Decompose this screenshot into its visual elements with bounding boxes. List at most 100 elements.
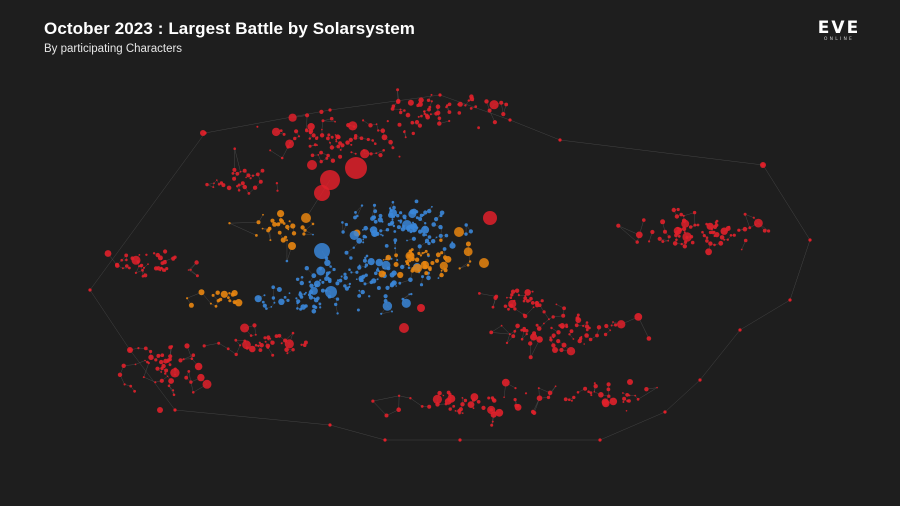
solarsystem-node [524, 289, 531, 296]
solarsystem-node [366, 137, 370, 142]
stargate-edge [559, 139, 764, 166]
stargate-edge [229, 222, 257, 236]
solarsystem-node [414, 199, 419, 204]
solarsystem-node [127, 266, 131, 270]
solarsystem-node [531, 290, 534, 293]
solarsystem-node [162, 260, 167, 265]
solarsystem-node [249, 177, 252, 180]
map-subtitle: By participating Characters [44, 43, 183, 55]
solarsystem-node [425, 234, 427, 236]
solarsystem-node [412, 263, 422, 273]
solarsystem-node [263, 294, 266, 297]
solarsystem-node [435, 252, 441, 258]
solarsystem-node [246, 173, 251, 178]
solarsystem-node [449, 242, 456, 249]
solarsystem-node [189, 268, 192, 271]
solarsystem-node [125, 258, 128, 262]
solarsystem-node [353, 215, 357, 220]
solarsystem-node [593, 391, 596, 393]
solarsystem-node [141, 268, 144, 272]
solarsystem-node [239, 344, 242, 347]
solarsystem-node [520, 328, 524, 332]
stargate-edge [270, 150, 283, 159]
solarsystem-node [296, 299, 301, 304]
solarsystem-node [202, 344, 206, 348]
solarsystem-node [255, 234, 258, 237]
solarsystem-node [143, 346, 148, 351]
solarsystem-node [399, 108, 402, 111]
solarsystem-node [556, 339, 561, 344]
solarsystem-node [481, 405, 486, 410]
stargate-edge [306, 115, 308, 130]
solarsystem-node [431, 222, 437, 227]
solarsystem-node [609, 397, 618, 406]
solarsystem-node [457, 111, 462, 115]
solarsystem-node [788, 298, 792, 302]
stargate-edge [637, 387, 658, 400]
solarsystem-node [442, 247, 447, 251]
solarsystem-node [168, 345, 173, 350]
solarsystem-node [663, 410, 667, 414]
solarsystem-node [375, 152, 378, 155]
solarsystem-node [667, 239, 670, 242]
solarsystem-node [748, 226, 752, 230]
solarsystem-node [566, 347, 576, 356]
solarsystem-node [714, 232, 720, 238]
solarsystem-node [165, 267, 169, 271]
solarsystem-node [537, 387, 540, 390]
solarsystem-node [276, 222, 281, 227]
solarsystem-node [513, 307, 517, 311]
solarsystem-node [358, 275, 364, 281]
solarsystem-node [335, 134, 341, 139]
solarsystem-node [464, 232, 468, 236]
solarsystem-node [705, 239, 709, 243]
solarsystem-node [576, 391, 580, 394]
solarsystem-node [371, 278, 377, 284]
solarsystem-node [313, 297, 319, 303]
solarsystem-node [732, 233, 736, 237]
solarsystem-node [417, 251, 421, 256]
solarsystem-node [283, 295, 287, 299]
stargate-edge [329, 94, 441, 111]
solarsystem-node [432, 394, 442, 404]
solarsystem-node [672, 241, 678, 246]
solarsystem-node [430, 100, 433, 103]
solarsystem-node [172, 389, 175, 392]
solarsystem-node [551, 343, 556, 348]
solarsystem-node [648, 240, 651, 243]
stargate-edge [218, 342, 229, 350]
solarsystem-node [414, 120, 420, 125]
solarsystem-node [693, 223, 697, 227]
solarsystem-node [271, 353, 275, 357]
solarsystem-node [396, 98, 401, 104]
stargate-edge [638, 316, 650, 339]
solarsystem-node [380, 128, 386, 133]
solarsystem-node [168, 354, 173, 359]
solarsystem-node [492, 398, 497, 403]
solarsystem-node [145, 253, 148, 256]
solarsystem-node [587, 390, 590, 394]
solarsystem-node [310, 153, 315, 158]
solarsystem-node [278, 298, 285, 305]
solarsystem-node [688, 225, 693, 229]
solarsystem-node [444, 233, 449, 238]
solarsystem-node [470, 393, 479, 401]
solarsystem-node [301, 213, 311, 223]
solarsystem-node [374, 142, 377, 145]
solarsystem-node [228, 292, 231, 295]
solarsystem-node [385, 285, 390, 290]
solarsystem-node [466, 263, 470, 267]
solarsystem-node [300, 276, 304, 279]
solarsystem-node [634, 313, 643, 321]
solarsystem-node [344, 286, 349, 291]
solarsystem-node [563, 397, 568, 402]
solarsystem-node [391, 200, 395, 204]
solarsystem-node [123, 383, 126, 386]
stargate-edge [135, 360, 146, 365]
solarsystem-node [139, 263, 144, 268]
solarsystem-node [656, 386, 658, 389]
stargate-edge [530, 339, 540, 358]
solarsystem-node [463, 247, 473, 257]
solarsystem-node [338, 278, 343, 283]
solarsystem-node [133, 389, 137, 393]
